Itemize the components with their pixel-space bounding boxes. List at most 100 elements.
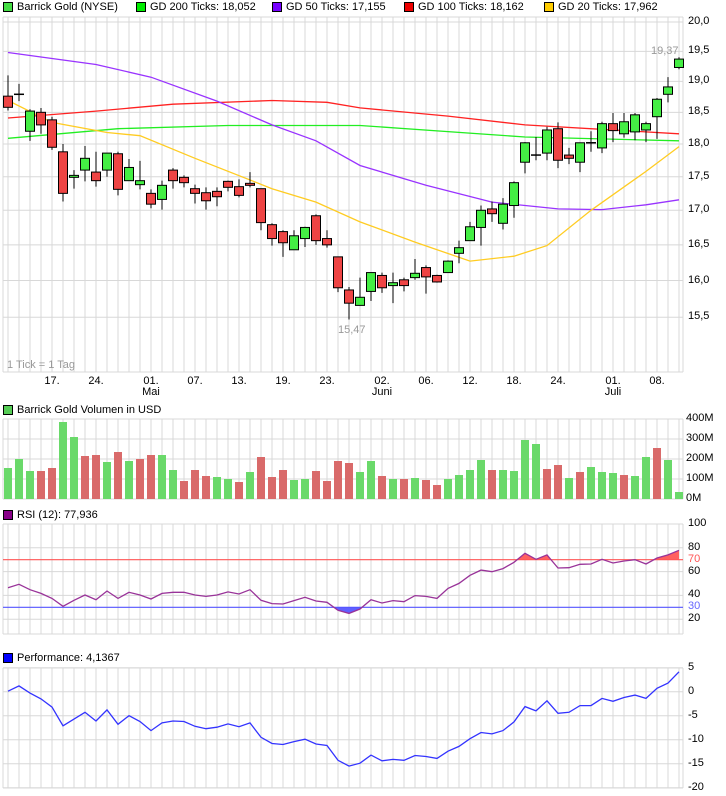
candle-body xyxy=(157,184,167,200)
candle-body xyxy=(630,114,640,133)
candle-body xyxy=(454,247,464,254)
performance-title: Performance: 4,1367 xyxy=(17,652,120,664)
volume-bar xyxy=(378,476,386,499)
legend-label: GD 50 Ticks: 17,155 xyxy=(286,1,386,13)
candle-body xyxy=(135,180,145,186)
price-tick-label: 20,0 xyxy=(688,15,710,27)
rsi-tick-label: 100 xyxy=(688,517,707,529)
candle-body xyxy=(487,208,497,215)
candle-body xyxy=(432,274,442,283)
volume-bar xyxy=(224,479,232,499)
low-label: 15,47 xyxy=(338,324,366,336)
volume-bar xyxy=(279,470,287,499)
volume-bar xyxy=(400,479,408,499)
candle-body xyxy=(113,153,123,190)
candle-body xyxy=(520,142,530,163)
performance-tick-label: 0 xyxy=(688,684,695,697)
volume-bar xyxy=(422,480,430,499)
candle-body xyxy=(355,296,365,306)
volume-bar xyxy=(609,473,617,499)
candle-body xyxy=(564,154,574,159)
legend-swatch xyxy=(544,2,554,12)
candle-body xyxy=(190,188,200,194)
volume-bar xyxy=(389,479,397,499)
volume-bar xyxy=(675,492,683,499)
candle-body xyxy=(366,272,376,292)
price-tick-label: 16,0 xyxy=(688,273,710,286)
volume-bar xyxy=(114,452,122,499)
performance-tick-label: 5 xyxy=(688,660,695,673)
rsi-tick-label: 30 xyxy=(688,600,701,613)
candle-body xyxy=(597,123,607,149)
volume-bar xyxy=(136,459,144,499)
candle-body xyxy=(608,123,618,132)
candle-body xyxy=(619,121,629,135)
candle-body xyxy=(267,224,277,240)
legend-swatch xyxy=(3,510,13,520)
legend-gd200: GD 200 Ticks: 18,052 xyxy=(136,1,256,13)
date-tick-label: 24. xyxy=(88,375,104,387)
date-tick-label: 12. xyxy=(462,375,478,387)
legend-swatch xyxy=(3,653,13,663)
candle-body xyxy=(25,110,35,132)
candle-body xyxy=(58,151,68,194)
performance-tick-label: -20 xyxy=(688,780,704,793)
volume-bar xyxy=(169,470,177,499)
volume-bar xyxy=(15,459,23,499)
legend-label: Barrick Gold (NYSE) xyxy=(17,1,118,13)
legend-gd50: GD 50 Ticks: 17,155 xyxy=(272,1,386,13)
candle-body xyxy=(399,279,409,287)
volume-bar xyxy=(158,455,166,499)
moving-average-line xyxy=(7,99,680,135)
price-tick-label: 19,5 xyxy=(688,44,710,57)
high-label: 19,37 xyxy=(651,45,679,57)
volume-bar xyxy=(466,470,474,499)
candle-body xyxy=(245,182,255,186)
moving-average-line xyxy=(7,51,680,211)
price-tick-label: 17,5 xyxy=(688,169,710,182)
candle-body xyxy=(179,176,189,184)
candle-body xyxy=(652,98,662,118)
performance-tick-label: -10 xyxy=(688,732,704,745)
legend-gd100: GD 100 Ticks: 18,162 xyxy=(404,1,524,13)
candle-body xyxy=(377,274,387,289)
month-label: Mai xyxy=(142,386,160,398)
date-tick-label: 13. xyxy=(231,375,247,387)
candle-body xyxy=(80,157,90,171)
volume-bar xyxy=(180,481,188,499)
volume-bar xyxy=(598,472,606,499)
date-tick-label: 18. xyxy=(506,375,522,387)
volume-bar xyxy=(323,481,331,499)
candle-body xyxy=(344,289,354,304)
volume-tick-label: 100M xyxy=(686,472,714,484)
volume-bar xyxy=(356,472,364,499)
candle-body xyxy=(91,171,101,182)
volume-bar xyxy=(92,455,100,499)
volume-bar xyxy=(125,461,133,499)
volume-bar xyxy=(37,471,45,499)
legend-barrick: Barrick Gold (NYSE) xyxy=(3,1,118,13)
candle-body xyxy=(663,86,673,95)
volume-tick-label: 400M xyxy=(686,412,714,424)
candle-body xyxy=(311,215,321,242)
volume-bar xyxy=(334,461,342,499)
candle-body xyxy=(47,119,57,148)
legend-label: GD 200 Ticks: 18,052 xyxy=(150,1,256,13)
candle-body xyxy=(674,58,684,68)
volume-bar xyxy=(268,477,276,499)
candle-body xyxy=(278,231,288,244)
volume-bar xyxy=(246,472,254,499)
volume-bar xyxy=(587,467,595,499)
candle-body xyxy=(212,190,222,198)
candle-body xyxy=(36,111,46,126)
price-tick-label: 19,0 xyxy=(688,74,710,87)
price-tick-label: 17,0 xyxy=(688,203,710,216)
volume-legend: Barrick Gold Volumen in USD xyxy=(3,404,161,416)
volume-bar xyxy=(455,475,463,499)
candle-body xyxy=(102,152,112,171)
volume-bar xyxy=(642,457,650,499)
volume-tick-label: 300M xyxy=(686,432,714,444)
volume-bar xyxy=(653,448,661,499)
